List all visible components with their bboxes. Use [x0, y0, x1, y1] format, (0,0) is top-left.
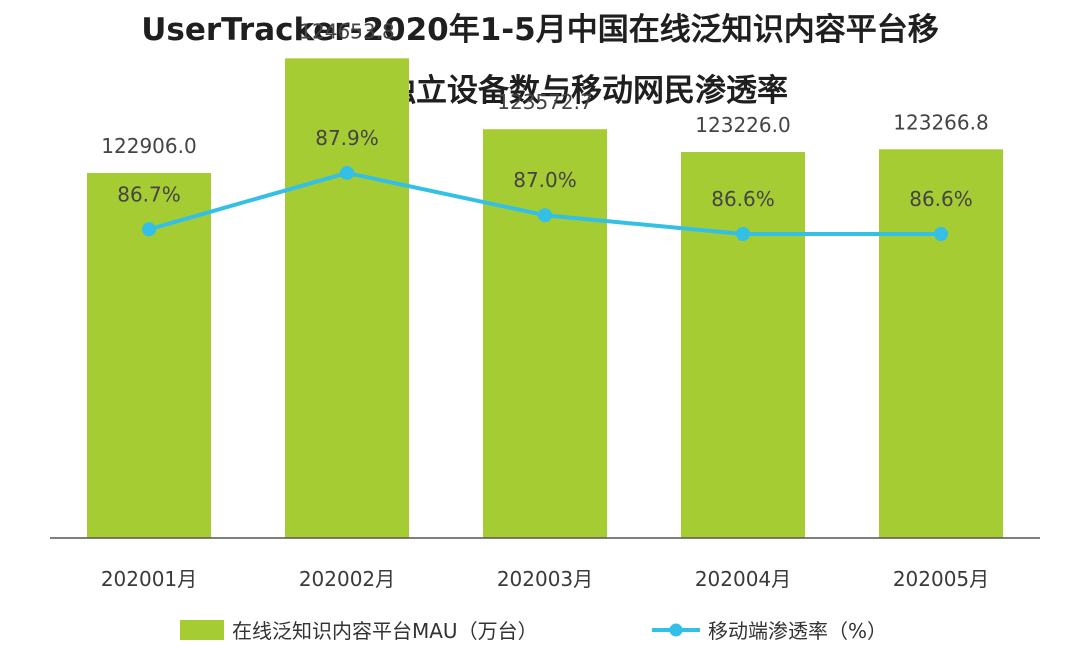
data-labels-layer: 122906.0 124653.8 123572.7 123226.0 123266.8…	[101, 19, 988, 211]
line-value-label-5: 86.6%	[909, 187, 973, 211]
legend-line-label: 移动端渗透率（%）	[708, 619, 887, 643]
bar-value-label-3: 123572.7	[497, 90, 592, 114]
legend: 在线泛知识内容平台MAU（万台） 移动端渗透率（%）	[180, 619, 887, 643]
bar-value-label-4: 123226.0	[695, 113, 790, 137]
x-tick-label-1: 202001月	[101, 567, 197, 591]
legend-bar-swatch	[180, 620, 224, 640]
bars-layer	[87, 58, 1003, 538]
x-tick-label-3: 202003月	[497, 567, 593, 591]
line-value-label-2: 87.9%	[315, 126, 379, 150]
line-point-4	[736, 227, 750, 241]
line-point-5	[934, 227, 948, 241]
bar-5	[879, 149, 1003, 538]
line-point-3	[538, 208, 552, 223]
bar-3	[483, 129, 607, 538]
x-tick-labels: 202001月 202002月 202003月 202004月 202005月	[101, 567, 989, 591]
x-tick-label-5: 202005月	[893, 567, 989, 591]
bar-value-label-5: 123266.8	[893, 110, 988, 134]
line-value-label-3: 87.0%	[513, 168, 577, 192]
legend-bar-label: 在线泛知识内容平台MAU（万台）	[232, 619, 538, 643]
chart-title-line-1: UserTracker-2020年1-5月中国在线泛知识内容平台移	[141, 12, 939, 48]
x-tick-label-4: 202004月	[695, 567, 791, 591]
bar-value-label-2: 124653.8	[299, 19, 394, 43]
x-tick-label-2: 202002月	[299, 567, 395, 591]
bar-2	[285, 58, 409, 538]
bar-4	[681, 151, 805, 538]
legend-line-marker	[669, 623, 683, 637]
line-point-2	[340, 165, 354, 180]
line-value-label-1: 86.7%	[117, 182, 181, 206]
line-value-label-4: 86.6%	[711, 187, 775, 211]
line-point-1	[142, 222, 156, 237]
bar-value-label-1: 122906.0	[101, 134, 196, 158]
line-series-layer	[142, 165, 948, 241]
